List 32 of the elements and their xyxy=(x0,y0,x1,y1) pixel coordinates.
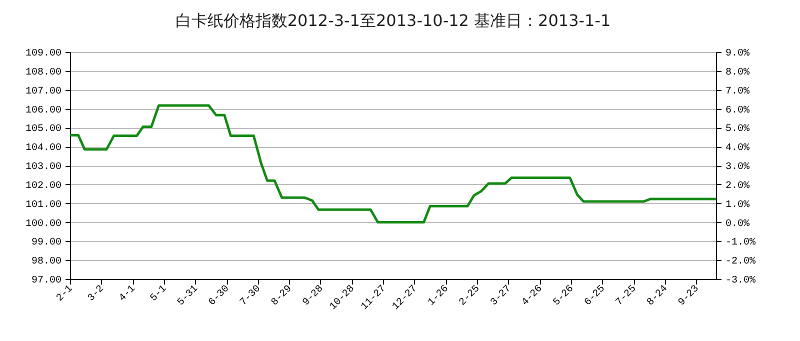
y-tick-label: 105.00 xyxy=(25,124,62,136)
line-series xyxy=(68,104,718,224)
y-tick-label: 98.00 xyxy=(31,256,62,268)
y2-tick-label: 0.0% xyxy=(726,218,750,230)
y2-tick-label: 2.0% xyxy=(726,180,750,192)
y-tick-label: 97.00 xyxy=(31,276,62,286)
y-tick-label: 106.00 xyxy=(25,105,62,116)
chart-title: 白卡纸价格指数2012-3-1至2013-10-12 基准日：2013-1-1 xyxy=(175,11,611,30)
y2-tick-label: 5.0% xyxy=(726,124,750,136)
y2-tick-label: 3.0% xyxy=(726,162,750,173)
x-tick-label: 3-2 xyxy=(86,284,107,304)
y-tick-label: 99.00 xyxy=(31,238,62,249)
x-tick-label: 2-1 xyxy=(54,284,76,304)
y2-tick-label: -1.0% xyxy=(726,238,756,249)
y-tick-label: 102.00 xyxy=(25,180,62,192)
x-tick-label: 5-1 xyxy=(148,284,170,304)
y-tick-label: 109.00 xyxy=(25,48,62,60)
x-tick-label: 4-1 xyxy=(118,284,138,304)
y2-tick-label: 1.0% xyxy=(726,200,750,211)
y2-tick-label: -2.0% xyxy=(726,256,756,268)
y-tick-label: 100.00 xyxy=(25,218,62,230)
y-tick-label: 101.00 xyxy=(25,200,62,211)
y2-tick-label: 7.0% xyxy=(726,86,750,98)
y2-tick-label: 4.0% xyxy=(726,143,750,154)
y2-tick-label: 8.0% xyxy=(726,67,750,78)
y2-tick-label: 6.0% xyxy=(726,105,750,116)
y-tick-label: 107.00 xyxy=(25,86,62,98)
y-tick-label: 108.00 xyxy=(25,67,62,78)
y-tick-label: 103.00 xyxy=(25,162,62,173)
y-tick-label: 104.00 xyxy=(25,143,62,154)
y2-tick-label: -3.0% xyxy=(726,276,756,286)
y2-tick-label: 9.0% xyxy=(726,48,750,60)
